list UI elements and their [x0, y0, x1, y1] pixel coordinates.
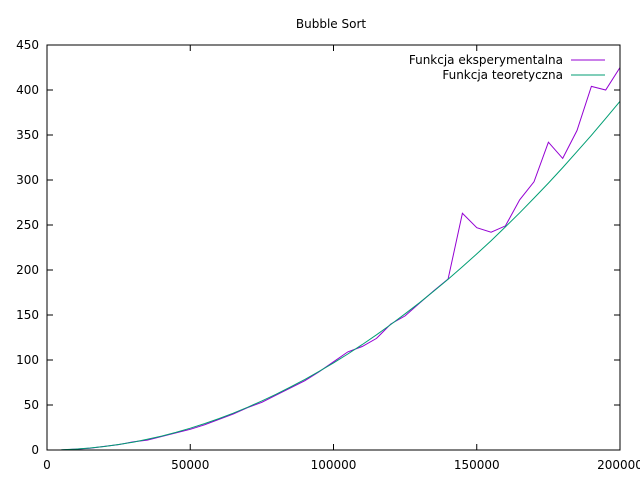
- legend-label: Funkcja eksperymentalna: [409, 53, 563, 67]
- x-tick-label: 150000: [454, 458, 500, 472]
- x-tick-label: 0: [43, 458, 51, 472]
- x-tick-label: 50000: [171, 458, 209, 472]
- y-tick-label: 250: [16, 218, 39, 232]
- series-layer: [61, 67, 621, 451]
- y-tick-label: 400: [16, 83, 39, 97]
- y-tick-label: 200: [16, 263, 39, 277]
- chart-title: Bubble Sort: [296, 17, 366, 31]
- x-tick-label: 200000: [597, 458, 640, 472]
- y-tick-label: 150: [16, 308, 39, 322]
- y-tick-label: 100: [16, 353, 39, 367]
- series-line-1: [61, 67, 621, 451]
- y-tick-label: 0: [31, 443, 39, 457]
- y-tick-label: 300: [16, 173, 39, 187]
- x-tick-label: 100000: [311, 458, 357, 472]
- legend-label: Funkcja teoretyczna: [442, 68, 563, 82]
- axis-ticks: 0 50 100 150 200 250 300 350 400 450 0 50000 100000 1…: [16, 38, 640, 472]
- y-tick-label: 450: [16, 38, 39, 52]
- y-tick-label: 350: [16, 128, 39, 142]
- series-line-2: [61, 100, 621, 451]
- plot-frame: [46, 44, 621, 451]
- y-tick-label: 50: [24, 398, 39, 412]
